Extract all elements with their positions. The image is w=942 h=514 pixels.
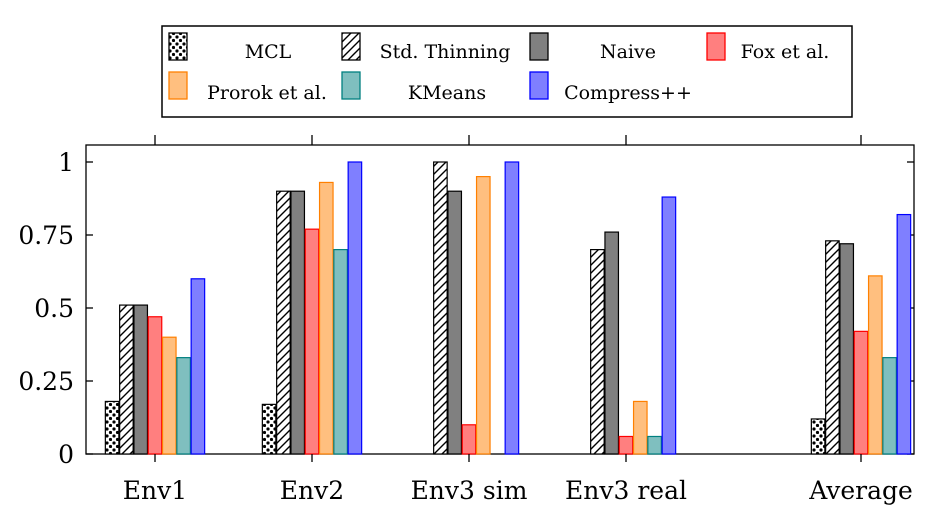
bar xyxy=(839,243,855,455)
bar xyxy=(433,161,448,455)
bar xyxy=(618,435,634,455)
top-ticks xyxy=(154,135,862,145)
legend-label: KMeans xyxy=(408,82,486,104)
legend-label: Prorok et al. xyxy=(207,82,327,104)
legend: MCL Std. Thinning Naive Fox et al. Prorok et… xyxy=(161,25,853,118)
bar xyxy=(867,275,883,455)
y-tick-label: 0.5 xyxy=(34,294,74,323)
bar xyxy=(133,304,149,455)
bar xyxy=(810,418,826,455)
legend-box xyxy=(161,25,853,118)
bars xyxy=(104,161,912,455)
x-tick-label: Env3 sim xyxy=(411,476,528,505)
x-tick-label: Env1 xyxy=(123,476,187,505)
y-tick-label: 1 xyxy=(58,148,74,177)
bar xyxy=(590,249,605,455)
y-tick-label: 0.25 xyxy=(18,367,74,396)
legend-label: Naive xyxy=(600,41,656,63)
bar xyxy=(276,190,291,455)
legend-label: MCL xyxy=(245,41,292,63)
legend-swatch xyxy=(529,71,549,100)
bar xyxy=(290,190,306,455)
bar xyxy=(647,435,662,455)
bar xyxy=(261,403,277,455)
bar xyxy=(604,231,620,455)
x-axis: Env1 Env2 Env3 sim Env3 real Average xyxy=(123,454,913,505)
bar xyxy=(161,336,177,455)
bar xyxy=(104,400,120,455)
legend-swatch xyxy=(529,32,549,61)
legend-swatch xyxy=(168,32,188,61)
legend-label: Std. Thinning xyxy=(380,41,511,63)
legend-swatch xyxy=(706,32,726,61)
x-tick-label: Average xyxy=(808,476,913,505)
bar xyxy=(882,357,897,455)
bar xyxy=(632,400,648,455)
y-tick-label: 0 xyxy=(58,440,74,469)
x-tick-label: Env3 real xyxy=(565,476,687,505)
bar xyxy=(504,161,520,455)
bar xyxy=(304,228,320,455)
bar xyxy=(147,316,163,455)
legend-swatch xyxy=(341,32,361,61)
legend-label: Compress++ xyxy=(564,82,692,104)
bar xyxy=(461,424,477,455)
y-axis: 0 0.25 0.5 0.75 1 xyxy=(18,148,914,469)
bar xyxy=(119,304,134,455)
bar xyxy=(896,213,912,455)
bar xyxy=(447,190,463,455)
bar xyxy=(318,181,334,455)
bar xyxy=(475,176,491,455)
bar xyxy=(333,249,348,455)
bar xyxy=(190,278,206,455)
bar xyxy=(825,240,840,455)
legend-label: Fox et al. xyxy=(741,41,830,63)
x-tick-label: Env2 xyxy=(280,476,344,505)
legend-swatch xyxy=(168,71,188,100)
bar xyxy=(853,330,869,455)
bar xyxy=(176,357,191,455)
legend-swatch xyxy=(341,71,361,100)
y-tick-label: 0.75 xyxy=(18,221,74,250)
bar xyxy=(347,161,363,455)
plot-frame xyxy=(85,144,915,455)
bar xyxy=(661,196,677,455)
